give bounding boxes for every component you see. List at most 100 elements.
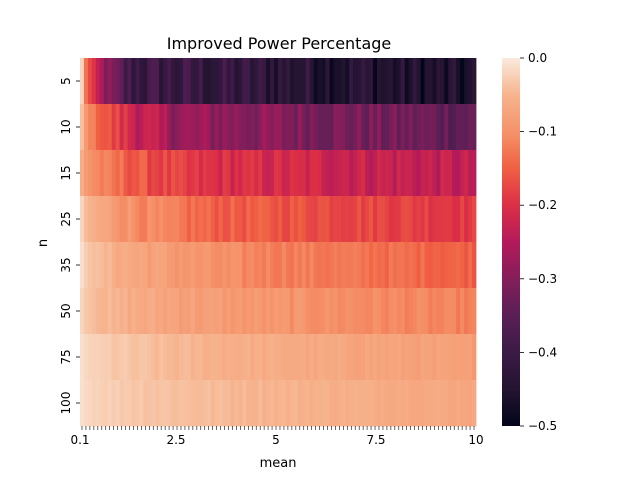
heatmap-cell (210, 196, 216, 243)
heatmap-cell (357, 334, 362, 381)
heatmap-cell (115, 380, 120, 427)
heatmap-cell (202, 196, 208, 243)
heatmap-cell (202, 334, 208, 381)
x-axis-label: mean (260, 456, 297, 471)
heatmap-cell (190, 196, 196, 243)
heatmap-cell (345, 150, 350, 197)
heatmap-cell (361, 288, 366, 335)
heatmap-cell (83, 58, 89, 105)
heatmap-cell (377, 242, 382, 289)
heatmap-cell (305, 288, 311, 335)
heatmap-cell (80, 380, 85, 427)
heatmap-cell (80, 334, 85, 381)
heatmap-cell (87, 150, 93, 197)
heatmap-cell (182, 242, 188, 289)
heatmap-cell (230, 150, 235, 197)
heatmap-cell (202, 104, 208, 151)
heatmap-cell (285, 242, 291, 289)
heatmap-cell (266, 288, 271, 335)
heatmap-cell (377, 150, 382, 197)
heatmap-cell (99, 104, 105, 151)
heatmap-cell (258, 104, 263, 151)
heatmap-cell (80, 104, 85, 151)
heatmap-cell (452, 242, 457, 289)
heatmap-cell (190, 150, 196, 197)
heatmap-cell (139, 242, 144, 289)
heatmap-cell (289, 242, 295, 289)
heatmap-cell (456, 380, 461, 427)
heatmap-cell (325, 242, 330, 289)
heatmap-cell (460, 334, 465, 381)
heatmap-cell (151, 104, 156, 151)
heatmap-cell (321, 288, 326, 335)
heatmap-cell (472, 288, 477, 335)
heatmap-cell (175, 150, 180, 197)
heatmap-cell (341, 242, 346, 289)
heatmap-cell (274, 288, 279, 335)
heatmap-cell (135, 104, 140, 151)
heatmap-cell (159, 380, 164, 427)
heatmap-cell (182, 104, 188, 151)
heatmap-cell (278, 334, 283, 381)
heatmap-cell (464, 380, 469, 427)
heatmap-cell (250, 150, 255, 197)
heatmap-cell (186, 380, 192, 427)
heatmap-cell (428, 288, 433, 335)
heatmap-cell (412, 150, 417, 197)
heatmap-cell (246, 196, 251, 243)
heatmap-cell (123, 334, 128, 381)
heatmap-cell (388, 150, 394, 197)
heatmap-cell (186, 104, 192, 151)
heatmap-cell (226, 242, 231, 289)
heatmap-cell (408, 196, 414, 243)
x-tick-label: 5 (272, 433, 280, 447)
heatmap-cell (119, 288, 124, 335)
heatmap-cell (107, 288, 113, 335)
heatmap-cell (80, 242, 85, 289)
heatmap-cell (250, 242, 255, 289)
heatmap-cell (281, 334, 287, 381)
heatmap-cell (404, 58, 410, 105)
heatmap-cell (182, 380, 188, 427)
heatmap-cell (321, 242, 326, 289)
heatmap-cell (115, 58, 120, 105)
heatmap-cell (293, 58, 299, 105)
heatmap-cell (448, 242, 453, 289)
heatmap-cell (301, 380, 307, 427)
heatmap-cell (131, 288, 136, 335)
heatmap-cell (190, 288, 196, 335)
heatmap-cell (167, 288, 172, 335)
heatmap-cell (361, 196, 366, 243)
heatmap-cell (444, 242, 449, 289)
heatmap-cell (349, 104, 354, 151)
heatmap-cell (468, 380, 473, 427)
heatmap-cell (258, 334, 263, 381)
heatmap-cell (246, 150, 251, 197)
heatmap-cell (123, 242, 128, 289)
heatmap-cell (357, 150, 362, 197)
heatmap-cell (218, 58, 223, 105)
heatmap-cell (341, 288, 346, 335)
heatmap-cell (301, 58, 307, 105)
heatmap-cell (444, 380, 449, 427)
heatmap-cell (179, 150, 184, 197)
heatmap-cell (234, 242, 239, 289)
heatmap-cell (392, 242, 398, 289)
heatmap-cell (139, 380, 144, 427)
heatmap-cell (361, 334, 366, 381)
heatmap-cell (230, 242, 235, 289)
heatmap-cell (115, 150, 120, 197)
heatmap-cell (404, 334, 410, 381)
heatmap-cell (305, 242, 311, 289)
heatmap-cell (464, 242, 469, 289)
heatmap-cell (313, 380, 318, 427)
heatmap-cell (436, 58, 441, 105)
colorbar-tick-label: −0.3 (528, 272, 557, 286)
heatmap-cell (456, 288, 461, 335)
heatmap-cell (222, 196, 227, 243)
heatmap-cell (218, 242, 223, 289)
heatmap-cell (238, 242, 243, 289)
heatmap-cell (111, 242, 117, 289)
heatmap-cell (297, 242, 303, 289)
heatmap-cell (155, 150, 160, 197)
